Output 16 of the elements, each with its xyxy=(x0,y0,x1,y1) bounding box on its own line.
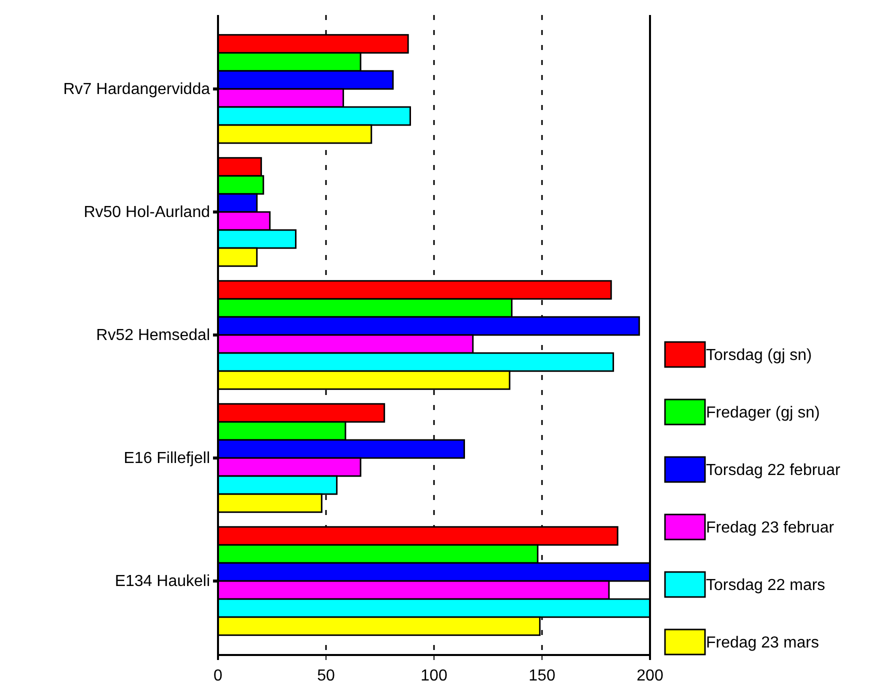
x-tick-label: 50 xyxy=(317,668,335,685)
legend-label: Fredag 23 mars xyxy=(706,634,819,652)
y-tick-label: Rv7 Hardangervidda xyxy=(63,81,210,98)
legend-label: Torsdag 22 mars xyxy=(706,577,826,594)
y-tick-label: Rv52 Hemsedal xyxy=(96,327,210,344)
legend-label: Torsdag (gj sn) xyxy=(706,347,812,364)
x-tick-label: 100 xyxy=(420,668,448,685)
legend-label: Fredag 23 februar xyxy=(706,520,835,537)
y-tick-label: Rv50 Hol-Aurland xyxy=(84,204,210,222)
x-tick-label: 150 xyxy=(528,668,556,685)
x-tick-label: 0 xyxy=(214,668,223,685)
legend-label: Torsdag 22 februar xyxy=(706,462,841,480)
legend-label: Fredager (gj sn) xyxy=(706,404,820,422)
x-tick-label: 200 xyxy=(636,668,664,685)
y-tick-label: E134 Haukeli xyxy=(114,573,210,590)
y-tick-label: E16 Fillefjell xyxy=(124,450,210,468)
